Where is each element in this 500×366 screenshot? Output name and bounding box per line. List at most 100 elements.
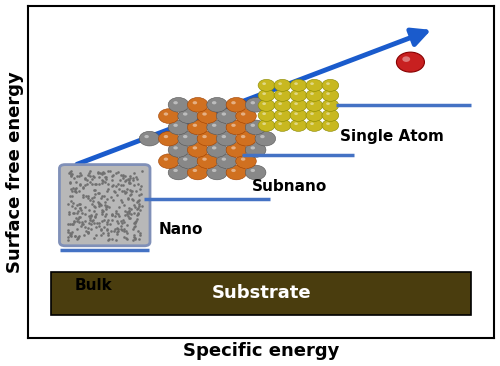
- Circle shape: [241, 112, 246, 116]
- Point: [136, 232, 143, 238]
- Point: [138, 203, 145, 209]
- Point: [96, 201, 104, 207]
- Point: [84, 213, 92, 219]
- Point: [102, 219, 110, 225]
- Circle shape: [322, 79, 338, 92]
- Circle shape: [246, 165, 266, 180]
- Point: [88, 217, 96, 223]
- Point: [114, 211, 122, 217]
- Point: [97, 227, 105, 233]
- Point: [134, 197, 142, 203]
- Circle shape: [241, 157, 246, 161]
- Circle shape: [306, 100, 323, 111]
- Point: [94, 190, 102, 196]
- Point: [94, 169, 102, 175]
- Circle shape: [158, 131, 179, 146]
- Circle shape: [294, 102, 298, 105]
- Point: [66, 179, 74, 184]
- Text: Subnano: Subnano: [252, 179, 327, 194]
- Point: [120, 228, 128, 234]
- Point: [102, 206, 110, 212]
- Point: [134, 210, 142, 216]
- Point: [116, 213, 124, 219]
- Point: [64, 221, 72, 227]
- Circle shape: [212, 169, 216, 172]
- Point: [112, 190, 120, 195]
- Point: [68, 233, 76, 239]
- Point: [114, 181, 122, 187]
- Point: [76, 201, 84, 207]
- Circle shape: [310, 92, 314, 95]
- Point: [78, 210, 86, 216]
- Point: [90, 194, 98, 200]
- Point: [114, 226, 122, 232]
- Circle shape: [290, 79, 307, 92]
- Point: [76, 201, 84, 206]
- Point: [98, 180, 106, 186]
- Point: [124, 213, 132, 219]
- Point: [92, 181, 100, 187]
- Circle shape: [197, 154, 218, 168]
- Circle shape: [262, 102, 266, 105]
- Point: [122, 213, 130, 219]
- Circle shape: [202, 112, 207, 116]
- Circle shape: [216, 109, 237, 123]
- Circle shape: [202, 157, 207, 161]
- Circle shape: [260, 135, 264, 138]
- Circle shape: [250, 101, 255, 104]
- Point: [85, 170, 93, 176]
- Circle shape: [255, 131, 276, 146]
- Point: [134, 198, 142, 204]
- Point: [86, 179, 94, 185]
- Point: [82, 182, 90, 188]
- Point: [122, 177, 130, 183]
- Point: [134, 205, 142, 211]
- Circle shape: [274, 100, 291, 111]
- Point: [86, 168, 94, 174]
- Circle shape: [396, 52, 424, 72]
- Point: [112, 170, 120, 176]
- Point: [126, 212, 134, 217]
- Circle shape: [322, 119, 338, 131]
- Point: [122, 235, 130, 241]
- Point: [106, 168, 114, 174]
- Point: [122, 228, 130, 234]
- Circle shape: [226, 120, 246, 135]
- Circle shape: [192, 146, 197, 149]
- Point: [122, 208, 130, 214]
- Circle shape: [322, 89, 338, 101]
- Point: [78, 223, 86, 228]
- Circle shape: [183, 112, 188, 116]
- Circle shape: [310, 82, 314, 85]
- Point: [132, 223, 140, 229]
- Point: [98, 207, 106, 213]
- Point: [99, 208, 107, 214]
- Circle shape: [326, 122, 330, 125]
- Circle shape: [188, 165, 208, 180]
- Point: [100, 217, 108, 223]
- Point: [92, 224, 100, 230]
- Point: [72, 234, 80, 239]
- Point: [67, 198, 75, 203]
- Point: [64, 201, 72, 207]
- Circle shape: [188, 143, 208, 157]
- Circle shape: [326, 102, 330, 105]
- Point: [128, 188, 136, 194]
- Point: [108, 211, 116, 217]
- Point: [66, 232, 74, 238]
- Circle shape: [164, 112, 168, 116]
- Point: [71, 186, 79, 192]
- Point: [65, 170, 73, 176]
- Point: [64, 237, 72, 243]
- Point: [74, 210, 82, 216]
- Point: [116, 218, 124, 224]
- FancyBboxPatch shape: [51, 272, 471, 315]
- Circle shape: [278, 112, 282, 115]
- Point: [102, 221, 110, 227]
- Point: [74, 236, 82, 242]
- Point: [108, 212, 116, 218]
- Circle shape: [310, 122, 314, 125]
- Circle shape: [278, 92, 282, 95]
- Circle shape: [207, 120, 228, 135]
- Point: [113, 218, 121, 224]
